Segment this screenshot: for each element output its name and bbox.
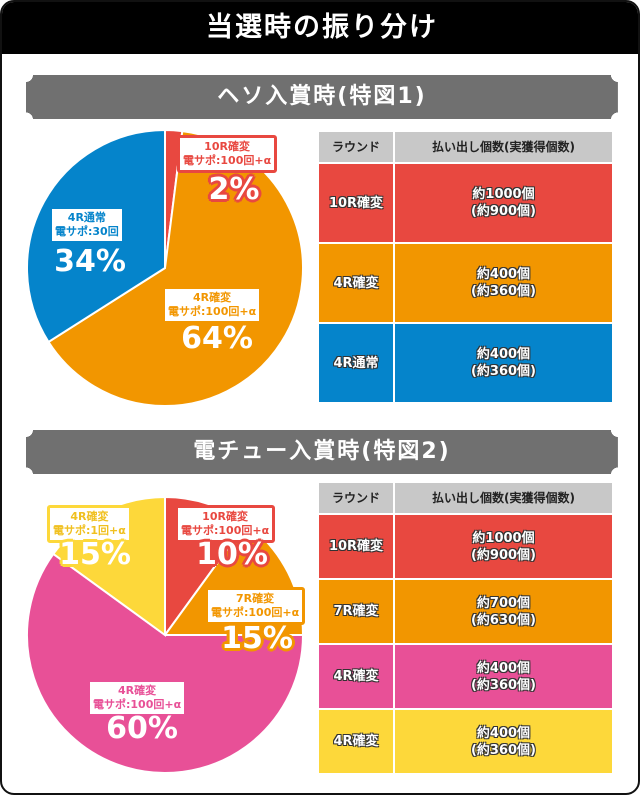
- actual-value: (約360個): [470, 742, 537, 758]
- slice-support: 電サポ:100回+α: [211, 606, 300, 619]
- slice-support: 電サポ:1回+α: [53, 524, 126, 537]
- payout-cell: 約400個 (約360個): [393, 643, 614, 710]
- slice-label: 10R確変 電サポ:100回+α: [175, 505, 276, 543]
- header-round: ラウンド: [317, 481, 395, 515]
- slice-label: 4R確変 電サポ:1回+α: [47, 505, 132, 543]
- slice-round: 4R通常: [67, 211, 106, 224]
- round-cell: 4R通常: [317, 322, 395, 404]
- slice-label: 4R確変 電サポ:100回+α: [90, 682, 185, 714]
- table-row: 10R確変 約1000個 (約900個): [317, 162, 614, 244]
- round-cell: 4R確変: [317, 242, 395, 324]
- table-row: 10R確変 約1000個 (約900個): [317, 513, 614, 580]
- slice-round: 4R確変: [193, 291, 232, 304]
- table-row: 7R確変 約700個 (約630個): [317, 578, 614, 645]
- slice-label: 7R確変 電サポ:100回+α: [205, 587, 306, 625]
- slice-round: 4R確変: [118, 684, 157, 697]
- round-cell: 4R確変: [317, 708, 395, 775]
- slice-percent: 15%: [221, 621, 293, 656]
- slice-round: 10R確変: [202, 510, 248, 523]
- payout-value: 約400個: [476, 347, 531, 362]
- payout-value: 約400個: [476, 725, 531, 741]
- payout-table-2: ラウンド 払い出し個数(実獲得個数) 10R確変 約1000個 (約900個) 7R確変…: [317, 481, 614, 775]
- slice-percent: 60%: [106, 711, 178, 746]
- payout-value: 約1000個: [472, 187, 535, 202]
- round-cell: 4R確変: [317, 643, 395, 710]
- slice-support: 電サポ:100回+α: [183, 154, 272, 167]
- payout-table-1: ラウンド 払い出し個数(実獲得個数) 10R確変 約1000個 (約900個) 4R確変…: [317, 130, 614, 404]
- table-row: 4R確変 約400個 (約360個): [317, 643, 614, 710]
- slice-support: 電サポ:100回+α: [93, 698, 182, 711]
- header-round: ラウンド: [317, 130, 395, 164]
- payout-value: 約400個: [476, 267, 531, 282]
- payout-cell: 約400個 (約360個): [393, 708, 614, 775]
- slice-support: 電サポ:30回: [55, 225, 119, 238]
- slice-round: 10R確変: [204, 140, 250, 153]
- slice-percent: 15%: [59, 537, 131, 572]
- table-row: 4R確変 約400個 (約360個): [317, 242, 614, 324]
- slice-support: 電サポ:100回+α: [181, 524, 270, 537]
- header-payout: 払い出し個数(実獲得個数): [393, 130, 614, 164]
- payout-cell: 約400個 (約360個): [393, 322, 614, 404]
- slice-percent: 34%: [54, 244, 126, 279]
- round-cell: 7R確変: [317, 578, 395, 645]
- slice-label: 4R通常 電サポ:30回: [52, 209, 122, 241]
- table-row: 4R確変 約400個 (約360個): [317, 708, 614, 775]
- slice-support: 電サポ:100回+α: [168, 305, 257, 318]
- page-title: 当選時の振り分け: [2, 2, 638, 54]
- actual-value: (約900個): [470, 204, 537, 219]
- actual-value: (約360個): [470, 284, 537, 299]
- section-heading-1: ヘソ入賞時(特図1): [26, 75, 618, 119]
- actual-value: (約630個): [470, 612, 537, 628]
- header-payout: 払い出し個数(実獲得個数): [393, 481, 614, 515]
- round-cell: 10R確変: [317, 513, 395, 580]
- actual-value: (約360個): [470, 364, 537, 379]
- section-heading-2: 電チュー入賞時(特図2): [26, 430, 618, 474]
- payout-cell: 約1000個 (約900個): [393, 162, 614, 244]
- payout-value: 約400個: [476, 660, 531, 676]
- actual-value: (約900個): [470, 547, 537, 563]
- slice-label: 4R確変 電サポ:100回+α: [165, 289, 260, 321]
- round-cell: 10R確変: [317, 162, 395, 244]
- slice-percent: 2%: [208, 172, 260, 207]
- slice-percent: 10%: [196, 537, 268, 572]
- slice-percent: 64%: [181, 321, 253, 356]
- slice-label: 10R確変 電サポ:100回+α: [177, 135, 278, 173]
- payout-cell: 約700個 (約630個): [393, 578, 614, 645]
- table-row: 4R通常 約400個 (約360個): [317, 322, 614, 404]
- payout-value: 約1000個: [472, 530, 535, 546]
- payout-cell: 約400個 (約360個): [393, 242, 614, 324]
- payout-value: 約700個: [476, 595, 531, 611]
- payout-cell: 約1000個 (約900個): [393, 513, 614, 580]
- actual-value: (約360個): [470, 677, 537, 693]
- slice-round: 7R確変: [236, 592, 275, 605]
- slice-round: 4R確変: [70, 510, 109, 523]
- pie-slice: [26, 552, 305, 774]
